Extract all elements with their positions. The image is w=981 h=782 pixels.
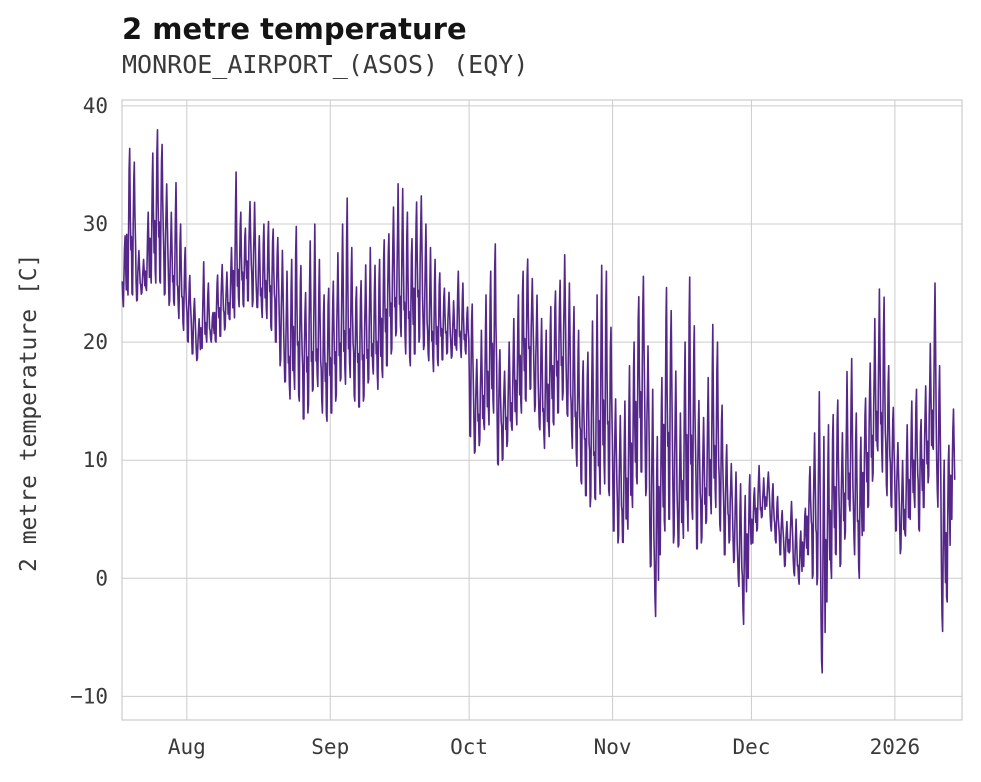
tick-label: 2026 — [870, 735, 921, 759]
tick-label: 20 — [83, 330, 108, 354]
tick-label: Aug — [168, 735, 206, 759]
tick-label: Sep — [311, 735, 349, 759]
tick-label: 30 — [83, 212, 108, 236]
tick-label: Dec — [732, 735, 770, 759]
tick-label: Nov — [594, 735, 632, 759]
temperature-series-line — [121, 129, 956, 674]
tick-label: −10 — [70, 684, 108, 708]
tick-label: Oct — [450, 735, 488, 759]
chart-subtitle: MONROE_AIRPORT_(ASOS) (EQY) — [122, 50, 529, 79]
tick-label: 0 — [95, 566, 108, 590]
y-axis-tick-labels: −10 0 10 20 30 40 — [70, 94, 108, 708]
y-axis-label: 2 metre temperature [C] — [16, 253, 42, 573]
chart-title: 2 metre temperature — [122, 12, 467, 46]
chart-grid — [122, 100, 962, 720]
tick-label: 40 — [83, 94, 108, 118]
x-axis-tick-labels: Aug Sep Oct Nov Dec 2026 — [168, 735, 920, 759]
plot-frame — [121, 99, 963, 721]
tick-label: 10 — [83, 448, 108, 472]
